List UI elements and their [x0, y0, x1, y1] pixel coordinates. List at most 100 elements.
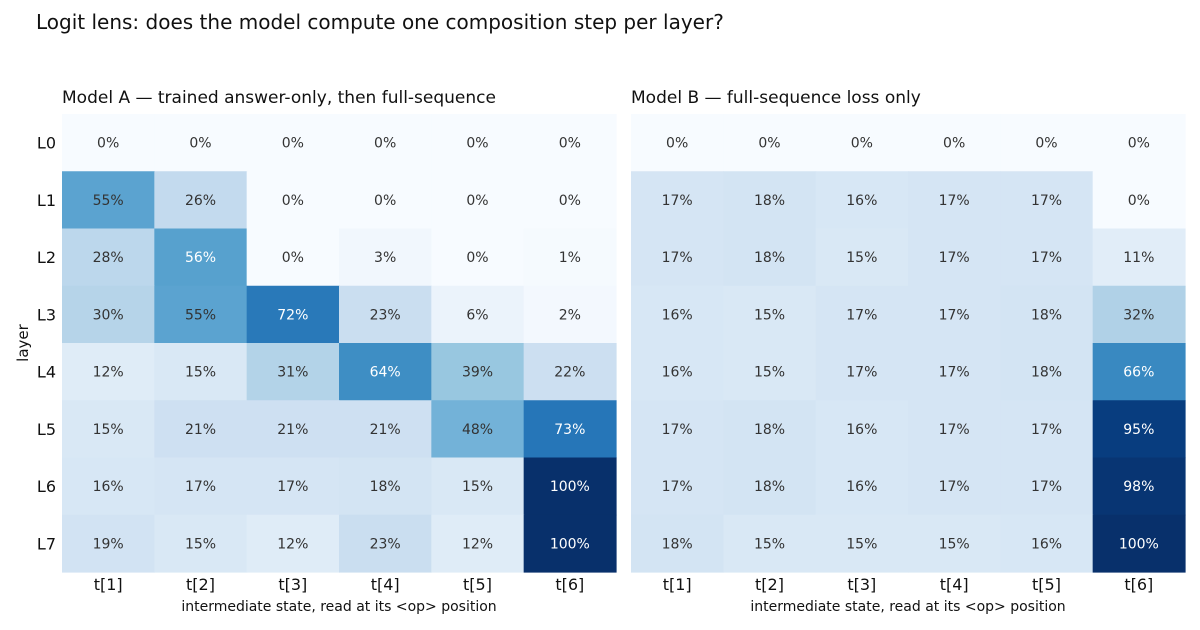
column-label: t[5]	[1032, 575, 1061, 594]
heatmap-cell	[631, 285, 724, 344]
row-label: L1	[37, 191, 56, 210]
cell-value-label: 0%	[559, 136, 581, 152]
column-label: t[3]	[278, 575, 307, 594]
cell-value-label: 66%	[1123, 365, 1154, 381]
heatmap-cell	[246, 228, 340, 287]
cell-value-label: 12%	[93, 365, 124, 381]
heatmap-cell	[1092, 171, 1186, 230]
heatmap-cell	[815, 514, 909, 573]
row-label: L3	[37, 305, 56, 324]
row-label: L4	[37, 363, 56, 382]
cell-value-label: 15%	[93, 422, 124, 438]
heatmap-cell	[431, 400, 525, 459]
cell-value-label: 22%	[554, 365, 585, 381]
heatmap-cell	[723, 228, 817, 287]
cell-value-label: 6%	[466, 307, 488, 323]
cell-value-label: 12%	[462, 536, 493, 552]
heatmap-cell	[246, 171, 340, 230]
cell-value-label: 17%	[662, 422, 693, 438]
column-label: t[1]	[94, 575, 123, 594]
row-label: L7	[37, 534, 56, 553]
heatmap-cell	[154, 343, 248, 401]
cell-value-label: 0%	[1035, 136, 1057, 152]
y-axis-label: layer	[14, 323, 32, 361]
cell-value-label: 17%	[1031, 422, 1062, 438]
cell-value-label: 1%	[559, 250, 581, 266]
cell-value-label: 0%	[466, 193, 488, 209]
cell-value-label: 55%	[93, 193, 124, 209]
cell-value-label: 18%	[662, 536, 693, 552]
cell-value-label: 15%	[185, 365, 216, 381]
heatmap-cell	[908, 514, 1001, 573]
cell-value-label: 15%	[754, 307, 785, 323]
cell-value-label: 48%	[462, 422, 493, 438]
heatmap-cell	[1092, 457, 1186, 516]
heatmap-cell	[908, 114, 1001, 172]
heatmap-cell	[246, 457, 340, 516]
cell-value-label: 0%	[466, 250, 488, 266]
heatmap-cell	[1000, 228, 1094, 287]
heatmap-cell	[431, 285, 525, 344]
column-label: t[4]	[371, 575, 400, 594]
heatmap-cell	[815, 114, 909, 172]
heatmap-cell	[62, 400, 155, 459]
column-label: t[6]	[555, 575, 584, 594]
heatmap-cell	[154, 457, 248, 516]
cell-value-label: 17%	[1031, 250, 1062, 266]
heatmap-cell	[62, 285, 155, 344]
cell-value-label: 95%	[1123, 422, 1154, 438]
figure-title: Logit lens: does the model compute one c…	[36, 10, 724, 34]
cell-value-label: 0%	[1128, 136, 1150, 152]
heatmap-cell	[723, 457, 817, 516]
cell-value-label: 31%	[277, 365, 308, 381]
cell-value-label: 0%	[189, 136, 211, 152]
cell-value-label: 100%	[550, 536, 590, 552]
heatmap-cell	[523, 514, 617, 573]
cell-value-label: 100%	[1119, 536, 1159, 552]
heatmap-cell	[431, 228, 525, 287]
cell-value-label: 0%	[559, 193, 581, 209]
heatmap-cell	[62, 514, 155, 573]
cell-value-label: 0%	[466, 136, 488, 152]
cell-value-label: 18%	[1031, 307, 1062, 323]
column-label: t[2]	[186, 575, 215, 594]
cell-value-label: 18%	[754, 422, 785, 438]
heatmap-cell	[1000, 343, 1094, 401]
cell-value-label: 17%	[185, 479, 216, 495]
cell-value-label: 39%	[462, 365, 493, 381]
heatmap-cell	[815, 228, 909, 287]
heatmap-cell	[154, 171, 248, 230]
cell-value-label: 28%	[93, 250, 124, 266]
cell-value-label: 3%	[374, 250, 396, 266]
heatmap-cell	[523, 171, 617, 230]
heatmap-cell	[523, 343, 617, 401]
cell-value-label: 0%	[282, 193, 304, 209]
cell-value-label: 2%	[559, 307, 581, 323]
cell-value-label: 16%	[846, 479, 877, 495]
cell-value-label: 26%	[185, 193, 216, 209]
heatmap-cell	[523, 228, 617, 287]
cell-value-label: 15%	[754, 365, 785, 381]
heatmap-cell	[523, 285, 617, 344]
heatmap-cell	[723, 114, 817, 172]
heatmap-cell	[908, 228, 1001, 287]
cell-value-label: 17%	[939, 307, 970, 323]
heatmap-cell	[908, 171, 1001, 230]
cell-value-label: 17%	[939, 250, 970, 266]
heatmap-cell	[339, 400, 432, 459]
x-axis-label: intermediate state, read at its <op> pos…	[750, 599, 1065, 615]
panel-title: Model A — trained answer-only, then full…	[62, 88, 496, 108]
cell-value-label: 17%	[939, 365, 970, 381]
cell-value-label: 56%	[185, 250, 216, 266]
cell-value-label: 16%	[1031, 536, 1062, 552]
heatmap-cell	[339, 343, 432, 401]
cell-value-label: 15%	[846, 250, 877, 266]
cell-value-label: 23%	[370, 536, 401, 552]
cell-value-label: 15%	[754, 536, 785, 552]
cell-value-label: 18%	[754, 193, 785, 209]
cell-value-label: 17%	[1031, 193, 1062, 209]
heatmap-cell	[631, 457, 724, 516]
heatmap-cell	[1000, 400, 1094, 459]
heatmap-cell	[62, 457, 155, 516]
cell-value-label: 18%	[754, 479, 785, 495]
